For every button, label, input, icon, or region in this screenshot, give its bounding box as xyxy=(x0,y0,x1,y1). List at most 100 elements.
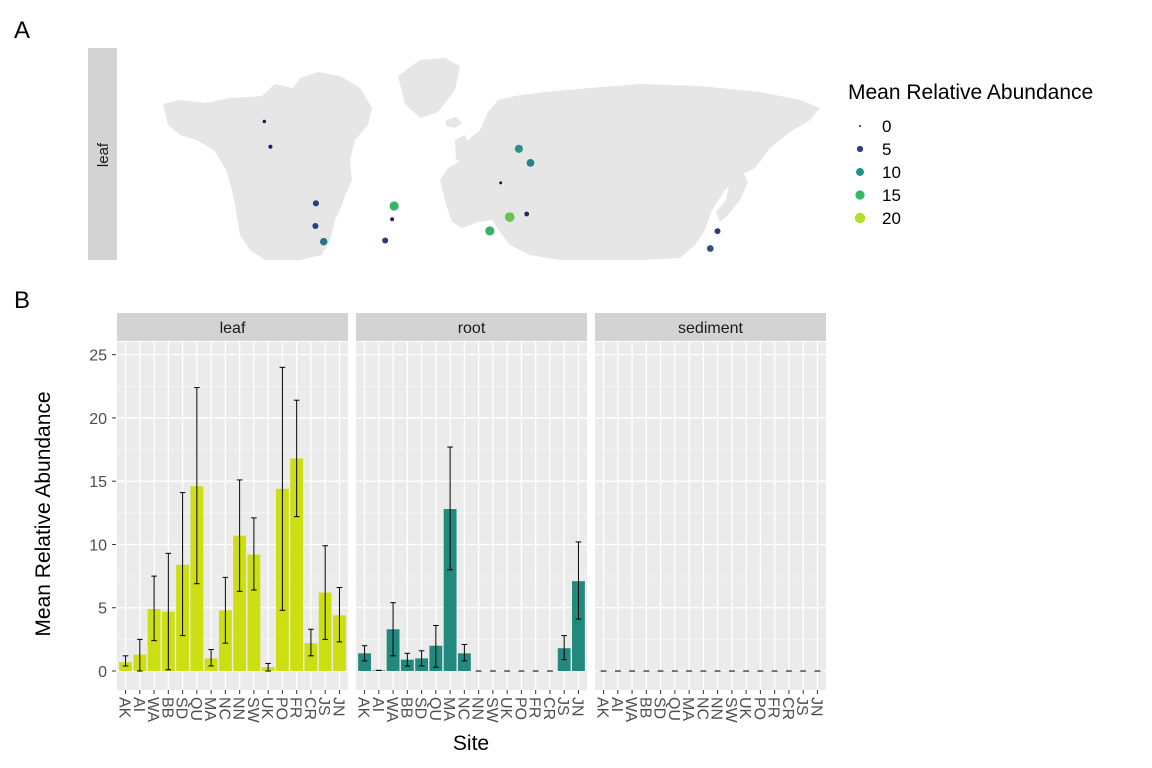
legend-label-0: 0 xyxy=(882,117,891,136)
bar-root-NC xyxy=(457,653,471,672)
x-tick-label-leaf-AI: AI xyxy=(130,697,147,712)
world-landmass xyxy=(163,58,820,260)
map-points xyxy=(262,119,721,252)
map-point-13 xyxy=(524,211,530,217)
facet-panel-sediment xyxy=(595,342,826,690)
y-tick-label-20: 20 xyxy=(89,411,107,428)
x-tick-label-sediment-AI: AI xyxy=(608,697,625,712)
map-point-5 xyxy=(389,201,399,211)
x-tick-label-sediment-MA: MA xyxy=(679,697,696,721)
errorbar-root-JS xyxy=(561,635,567,661)
x-tick-label-root-SD: SD xyxy=(412,697,429,719)
legend-label-20: 20 xyxy=(882,209,901,228)
legend-key-5 xyxy=(856,145,864,153)
x-tick-label-leaf-WA: WA xyxy=(144,697,161,723)
x-tick-label-leaf-SW: SW xyxy=(244,697,261,724)
y-tick-label-25: 25 xyxy=(89,348,107,365)
x-tick-label-sediment-PO: PO xyxy=(750,697,767,720)
legend-key-15 xyxy=(855,190,865,200)
x-tick-label-leaf-AK: AK xyxy=(116,697,133,719)
x-tick-label-leaf-CR: CR xyxy=(301,697,318,720)
errorbar-leaf-UK xyxy=(265,662,271,672)
bar-leaf-CR xyxy=(304,643,318,672)
errorbar-leaf-NC xyxy=(222,576,229,644)
x-tick-label-sediment-SW: SW xyxy=(722,697,739,724)
x-tick-label-root-NC: NC xyxy=(454,697,471,720)
map-strip xyxy=(88,48,117,260)
panel-a-label: A xyxy=(14,17,30,44)
legend-label-15: 15 xyxy=(882,186,901,205)
x-tick-label-root-WA: WA xyxy=(383,697,400,723)
x-tick-label-root-SW: SW xyxy=(483,697,500,724)
legend-label-5: 5 xyxy=(882,140,891,159)
facet-strip-label-leaf: leaf xyxy=(220,320,246,337)
x-tick-label-leaf-PO: PO xyxy=(272,697,289,720)
map-panel: leaf xyxy=(88,48,820,260)
x-tick-label-root-UK: UK xyxy=(497,697,514,720)
x-tick-label-sediment-QU: QU xyxy=(665,697,682,721)
errorbar-leaf-JN xyxy=(336,586,343,643)
bar-leaf-JN xyxy=(333,615,346,672)
map-point-9 xyxy=(526,159,535,167)
map-point-6 xyxy=(390,217,395,222)
errorbar-leaf-NN xyxy=(236,479,243,592)
x-tick-label-sediment-NC: NC xyxy=(693,697,710,720)
legend-key-10 xyxy=(856,168,864,176)
errorbar-root-JN xyxy=(575,541,582,620)
legend-title: Mean Relative Abundance xyxy=(848,81,1093,104)
errorbar-root-BB xyxy=(404,652,411,667)
legend-label-10: 10 xyxy=(882,163,901,182)
x-tick-label-sediment-BB: BB xyxy=(636,697,653,718)
x-tick-label-leaf-NC: NC xyxy=(215,697,232,720)
bar-leaf-SW xyxy=(247,554,261,672)
x-tick-label-sediment-NN: NN xyxy=(708,697,725,720)
x-tick-label-sediment-AK: AK xyxy=(594,697,611,719)
x-tick-label-root-CR: CR xyxy=(540,697,557,720)
bar-root-JN xyxy=(572,581,585,672)
errorbar-leaf-SD xyxy=(179,492,186,637)
x-tick-label-leaf-BB: BB xyxy=(158,697,175,718)
map-point-2 xyxy=(312,200,319,207)
facet-strip-root xyxy=(356,313,587,341)
x-tick-label-root-QU: QU xyxy=(426,697,443,721)
errorbar-root-SD xyxy=(418,650,425,667)
errorbar-root-NC xyxy=(461,643,468,662)
legend: Mean Relative Abundance 0 5 10 15 20 xyxy=(848,81,1093,228)
legend-key-0 xyxy=(859,125,861,127)
x-tick-label-leaf-JN: JN xyxy=(329,697,346,717)
x-tick-label-root-PO: PO xyxy=(511,697,528,720)
errorbar-leaf-FR xyxy=(293,399,300,518)
errorbar-root-QU xyxy=(433,624,439,668)
errorbar-leaf-JS xyxy=(322,545,328,640)
bar-leaf-AK xyxy=(119,662,132,672)
x-tick-label-sediment-JN: JN xyxy=(807,697,824,717)
errorbar-root-MA xyxy=(447,446,453,571)
x-tick-label-leaf-JS: JS xyxy=(315,697,332,716)
map-point-10 xyxy=(499,181,503,185)
errorbar-leaf-AK xyxy=(122,655,129,667)
x-tick-label-root-AK: AK xyxy=(355,697,372,719)
x-tick-label-sediment-UK: UK xyxy=(736,697,753,720)
map-point-8 xyxy=(514,144,523,153)
x-tick-label-sediment-SD: SD xyxy=(651,697,668,719)
x-tick-label-sediment-WA: WA xyxy=(622,697,639,723)
map-point-15 xyxy=(714,228,721,235)
y-tick-label-5: 5 xyxy=(98,601,107,618)
x-tick-label-leaf-SD: SD xyxy=(173,697,190,719)
panel-b-label: B xyxy=(14,287,30,314)
x-tick-label-leaf-MA: MA xyxy=(201,697,218,721)
errorbar-leaf-QU xyxy=(194,387,200,585)
map-point-14 xyxy=(706,245,714,252)
map-point-11 xyxy=(485,226,495,236)
map-point-4 xyxy=(319,237,328,246)
x-tick-label-root-AI: AI xyxy=(369,697,386,712)
y-tick-label-0: 0 xyxy=(98,664,107,681)
map-point-3 xyxy=(312,222,319,230)
errorbar-leaf-BB xyxy=(165,552,172,671)
errorbar-leaf-WA xyxy=(151,575,157,642)
x-axis-title: Site xyxy=(453,732,489,755)
